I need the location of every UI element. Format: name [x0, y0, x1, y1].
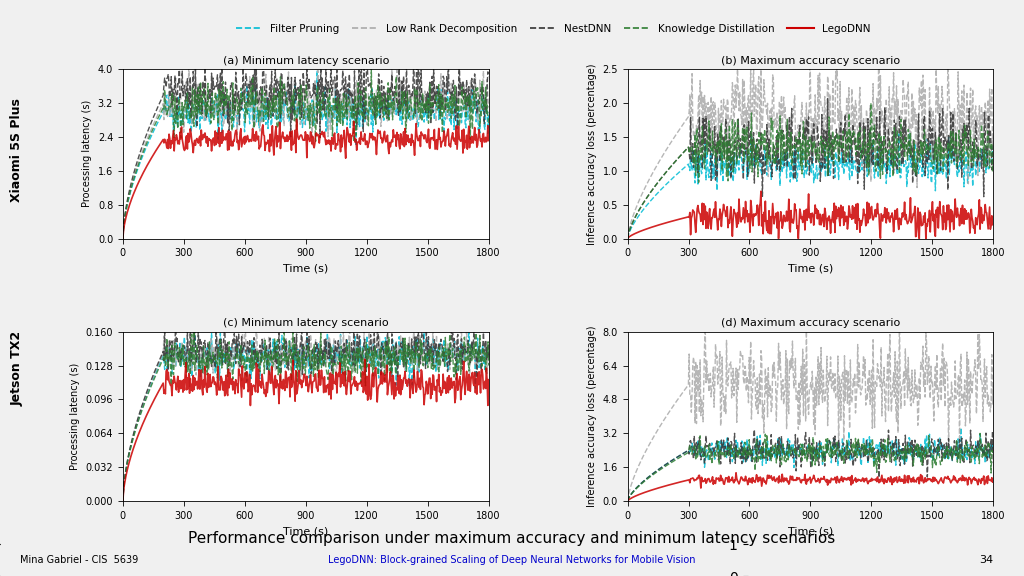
X-axis label: Time (s): Time (s) [787, 526, 834, 536]
Y-axis label: Inference accuracy loss (percentage): Inference accuracy loss (percentage) [587, 63, 597, 245]
Title: (b) Maximum accuracy scenario: (b) Maximum accuracy scenario [721, 55, 900, 66]
Text: Mina Gabriel - CIS  5639: Mina Gabriel - CIS 5639 [20, 555, 138, 566]
Text: LegoDNN: Block-grained Scaling of Deep Neural Networks for Mobile Vision: LegoDNN: Block-grained Scaling of Deep N… [329, 555, 695, 566]
Text: Performance comparison under maximum accuracy and minimum latency scenarios: Performance comparison under maximum acc… [188, 531, 836, 546]
Y-axis label: Inference accuracy loss (percentage): Inference accuracy loss (percentage) [587, 325, 597, 507]
X-axis label: Time (s): Time (s) [787, 264, 834, 274]
Legend: Filter Pruning, Low Rank Decomposition, NestDNN, Knowledge Distillation, LegoDNN: Filter Pruning, Low Rank Decomposition, … [231, 20, 874, 38]
Text: Jetson TX2: Jetson TX2 [10, 331, 24, 406]
Title: (a) Minimum latency scenario: (a) Minimum latency scenario [222, 55, 389, 66]
Title: (c) Minimum latency scenario: (c) Minimum latency scenario [223, 318, 388, 328]
Y-axis label: Processing latency (s): Processing latency (s) [70, 363, 80, 470]
X-axis label: Time (s): Time (s) [283, 526, 329, 536]
Text: Xiaomi 5S Plus: Xiaomi 5S Plus [10, 98, 24, 202]
Title: (d) Maximum accuracy scenario: (d) Maximum accuracy scenario [721, 318, 900, 328]
X-axis label: Time (s): Time (s) [283, 264, 329, 274]
Y-axis label: Processing latency (s): Processing latency (s) [82, 100, 92, 207]
Text: 34: 34 [979, 555, 993, 566]
